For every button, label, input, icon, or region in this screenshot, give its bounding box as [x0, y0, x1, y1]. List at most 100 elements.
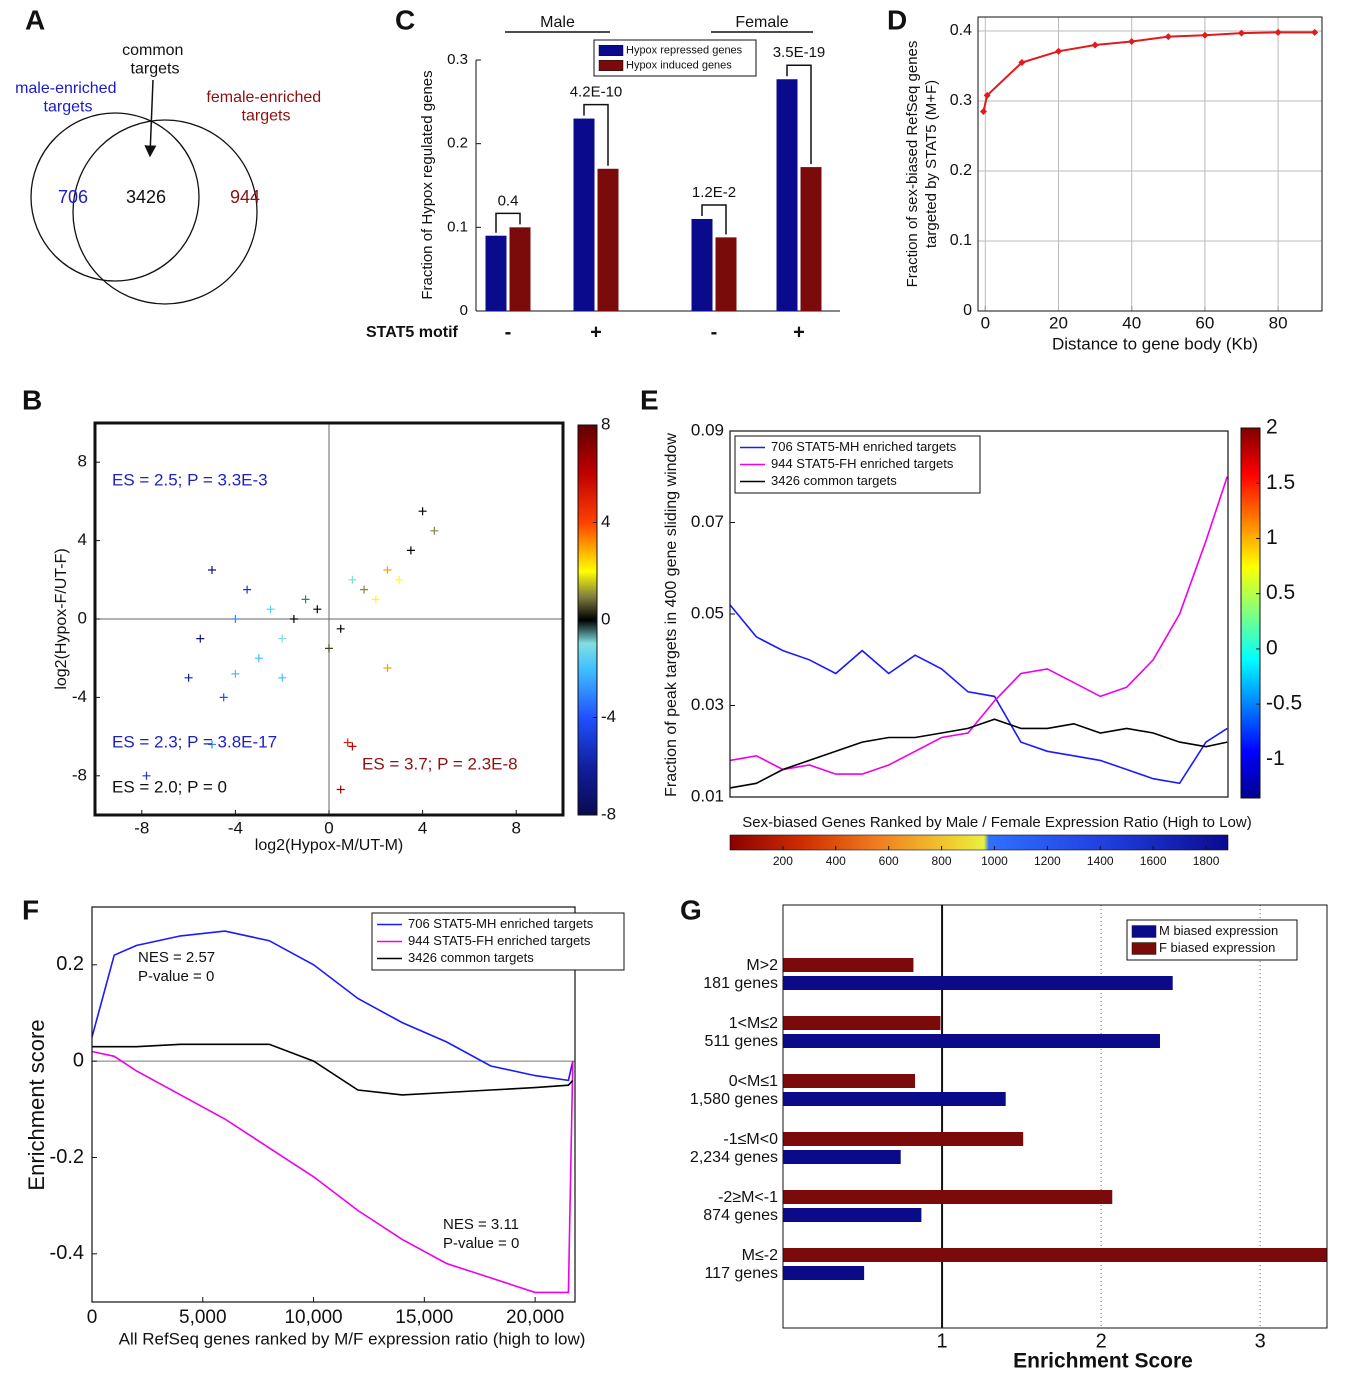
- x-tick-label: 20: [1049, 313, 1068, 332]
- bar: [783, 958, 914, 972]
- panel-label: E: [640, 384, 659, 415]
- bar: [691, 218, 713, 311]
- y-tick-label: -4: [72, 687, 87, 706]
- y-axis-label: Enrichment score: [24, 1019, 49, 1190]
- y-axis-label: Fraction of sex-biased RefSeq genes: [904, 41, 921, 288]
- x-tick-label: 2: [1096, 1330, 1107, 1352]
- plot-frame: [91, 906, 576, 1303]
- x-axis-label: Distance to gene body (Kb): [1052, 334, 1258, 353]
- colorbar-tick-label: -4: [601, 707, 616, 726]
- scatter-point: [278, 673, 287, 682]
- x-tick-label: 0: [981, 313, 990, 332]
- p-value-label: 1.2E-2: [692, 184, 736, 201]
- legend-box: [734, 435, 981, 494]
- colorbar-tick-label: 0: [1266, 636, 1278, 659]
- legend-label: 706 STAT5-MH enriched targets: [408, 916, 594, 931]
- panel-label: F: [22, 894, 39, 925]
- scatter-point: [406, 546, 415, 555]
- data-point: [1128, 38, 1136, 45]
- x-tick-label: 10,000: [284, 1307, 342, 1328]
- bar: [509, 227, 531, 311]
- rank-colorbar: [729, 834, 1229, 851]
- y-tick-label: 0<M≤1: [729, 1073, 778, 1090]
- y-tick-label: 0: [73, 1049, 84, 1071]
- significance-bracket: [786, 64, 812, 165]
- scatter-point: [430, 526, 439, 535]
- bar: [783, 1248, 1327, 1262]
- y-tick-label: 0: [460, 302, 468, 319]
- colorbar-tick-label: 1.5: [1266, 471, 1295, 494]
- p-value-label: 0.4: [498, 192, 519, 209]
- colorbar-tick-label: 4: [601, 512, 610, 531]
- x-tick-label: 600: [879, 854, 899, 868]
- y-tick-label: 8: [78, 452, 87, 471]
- bar: [783, 1092, 1006, 1106]
- p-value-label: 4.2E-10: [570, 84, 623, 101]
- x-tick-label: 1800: [1193, 854, 1220, 868]
- plot-frame: [729, 430, 1229, 798]
- y-axis-label: targeted by STAT5 (M+F): [923, 80, 940, 248]
- x-tick-label: 1200: [1034, 854, 1061, 868]
- y-tick-label: 1<M≤2: [729, 1015, 778, 1032]
- scatter-point: [325, 644, 333, 653]
- x-axis-label: Enrichment Score: [1013, 1350, 1193, 1373]
- scatter-point: [336, 624, 345, 633]
- data-point: [1274, 28, 1282, 36]
- bar: [783, 1034, 1160, 1048]
- colorbar-tick-label: -8: [601, 804, 616, 823]
- scatter-point: [231, 615, 240, 623]
- colorbar-tick-label: -1: [1266, 747, 1285, 770]
- bar: [783, 1208, 922, 1222]
- p-value-label: 3.5E-19: [773, 44, 826, 61]
- bar: [597, 168, 619, 311]
- annotation: NES = 2.57: [138, 949, 215, 966]
- x-axis-label: STAT5 motif: [366, 324, 459, 341]
- colorbar-tick-label: 0.5: [1266, 581, 1295, 604]
- scatter-point: [243, 585, 252, 594]
- y-tick-label: 0.3: [447, 51, 468, 68]
- scatter-point: [348, 742, 357, 751]
- bar: [783, 976, 1173, 990]
- scatter-point: [142, 771, 151, 780]
- data-line: [729, 476, 1228, 775]
- x-tick-label: +: [590, 321, 602, 343]
- y-tick-label: 0: [78, 608, 87, 627]
- x-tick-label: 200: [773, 854, 793, 868]
- legend-label: 3426 common targets: [408, 950, 534, 965]
- y-tick-label: 117 genes: [704, 1265, 778, 1282]
- venn-arrow: [144, 79, 157, 158]
- annotation: ES = 2.3; P = 3.8E-17: [112, 732, 277, 751]
- panel-label: A: [25, 4, 45, 35]
- y-tick-label: 511 genes: [704, 1033, 778, 1050]
- group-label: Female: [735, 14, 788, 31]
- scatter-point: [395, 575, 404, 584]
- bar: [783, 1150, 901, 1164]
- data-point: [1055, 47, 1063, 55]
- y-tick-label: 874 genes: [703, 1207, 778, 1224]
- x-tick-label: 15,000: [395, 1307, 453, 1328]
- x-tick-label: 1400: [1087, 854, 1114, 868]
- significance-bracket: [701, 204, 727, 235]
- colorbar-tick-label: 8: [601, 414, 610, 433]
- x-tick-label: 1000: [981, 854, 1008, 868]
- bar: [800, 167, 822, 311]
- annotation: P-value = 0: [443, 1235, 519, 1252]
- y-axis-label: log2(Hypox-F/UT-F): [53, 548, 70, 689]
- y-tick-label: 0.2: [56, 953, 84, 975]
- data-point: [979, 108, 987, 115]
- data-point: [1164, 33, 1172, 41]
- scatter-point: [278, 634, 287, 643]
- data-line: [729, 718, 1228, 789]
- y-tick-label: 181 genes: [703, 975, 778, 992]
- annotation: NES = 3.11: [443, 1216, 519, 1233]
- annotation: ES = 2.0; P = 0: [112, 777, 227, 796]
- colorbar: [1240, 427, 1261, 799]
- panel-label: B: [22, 384, 42, 415]
- x-tick-label: +: [793, 321, 805, 343]
- y-tick-label: 0.05: [691, 603, 724, 622]
- x-tick-label: 60: [1195, 313, 1214, 332]
- annotation: ES = 2.5; P = 3.3E-3: [112, 470, 268, 489]
- x-axis-label: Sex-biased Genes Ranked by Male / Female…: [742, 814, 1251, 831]
- x-axis-label: log2(Hypox-M/UT-M): [255, 837, 403, 854]
